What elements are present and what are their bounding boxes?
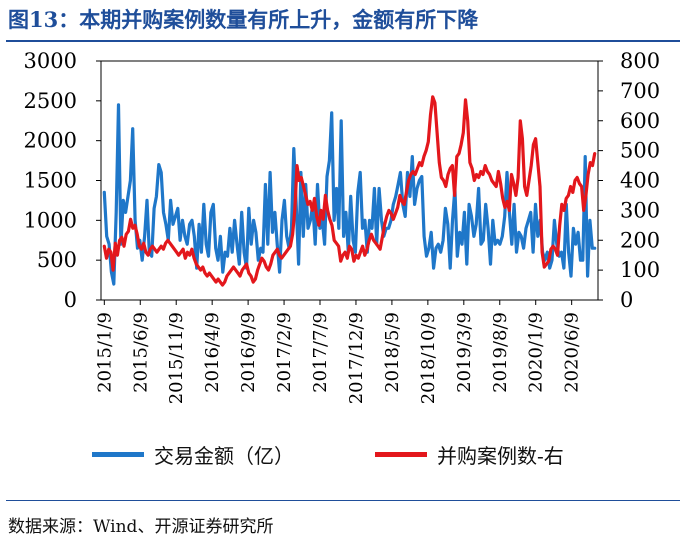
legend-item-count: 并购案例数-右 <box>375 440 564 469</box>
left-tick-label: 2000 <box>24 129 77 153</box>
series-lines <box>102 95 597 287</box>
right-tick-label: 600 <box>620 109 660 133</box>
x-tick-label: 2015/1/9 <box>94 312 115 393</box>
x-tick-label: 2019/3/9 <box>454 312 475 393</box>
x-tick-label: 2018/10/9 <box>418 312 439 404</box>
x-tick-label: 2015/6/9 <box>130 312 151 393</box>
legend: 交易金额（亿） 并购案例数-右 <box>0 440 687 476</box>
x-tick-label: 2017/12/9 <box>346 312 367 404</box>
right-tick-label: 200 <box>620 228 660 252</box>
right-tick-label: 800 <box>620 49 660 73</box>
left-tick-label: 500 <box>37 248 77 272</box>
x-tick-label: 2019/8/9 <box>490 312 511 393</box>
x-tick-label: 2018/5/9 <box>382 312 403 393</box>
x-tick-label: 2017/2/9 <box>274 312 295 393</box>
title-rule <box>6 40 680 42</box>
x-tick-label: 2017/7/9 <box>310 312 331 393</box>
left-tick-label: 2500 <box>24 89 77 113</box>
series-line-count <box>102 95 597 287</box>
x-tick-label: 2016/4/9 <box>202 312 223 393</box>
right-tick-label: 500 <box>620 139 660 163</box>
left-tick-label: 1000 <box>24 208 77 232</box>
x-tick-label: 2015/11/9 <box>166 312 187 404</box>
x-axis: 2015/1/9 2015/6/9 2015/11/9 2016/4/9 2016/9/… <box>94 300 583 404</box>
left-tick-label: 3000 <box>24 49 77 73</box>
legend-item-amount: 交易金额（亿） <box>92 440 294 469</box>
right-axis: 0 100 200 300 400 500 600 700 800 <box>598 49 660 312</box>
legend-label-amount: 交易金额（亿） <box>154 444 294 468</box>
figure-title: 图13：本期并购案例数量有所上升，金额有所下降 <box>8 7 479 32</box>
legend-swatch-amount <box>92 452 144 457</box>
series-line-amount <box>102 103 597 286</box>
legend-swatch-count <box>375 452 427 457</box>
right-tick-label: 100 <box>620 258 660 282</box>
right-tick-label: 400 <box>620 169 660 193</box>
x-tick-label: 2020/1/9 <box>526 312 547 393</box>
source-note: 数据来源：Wind、开源证券研究所 <box>8 517 274 537</box>
left-tick-label: 0 <box>64 288 77 312</box>
source-rule <box>6 500 680 501</box>
x-tick-label: 2020/6/9 <box>562 312 583 393</box>
left-axis: 0 500 1000 1500 2000 2500 3000 <box>24 49 101 312</box>
left-tick-label: 1500 <box>24 169 77 193</box>
right-tick-label: 0 <box>620 288 633 312</box>
right-tick-label: 700 <box>620 79 660 103</box>
right-tick-label: 300 <box>620 198 660 222</box>
legend-label-count: 并购案例数-右 <box>437 444 564 468</box>
x-tick-label: 2016/9/9 <box>238 312 259 393</box>
